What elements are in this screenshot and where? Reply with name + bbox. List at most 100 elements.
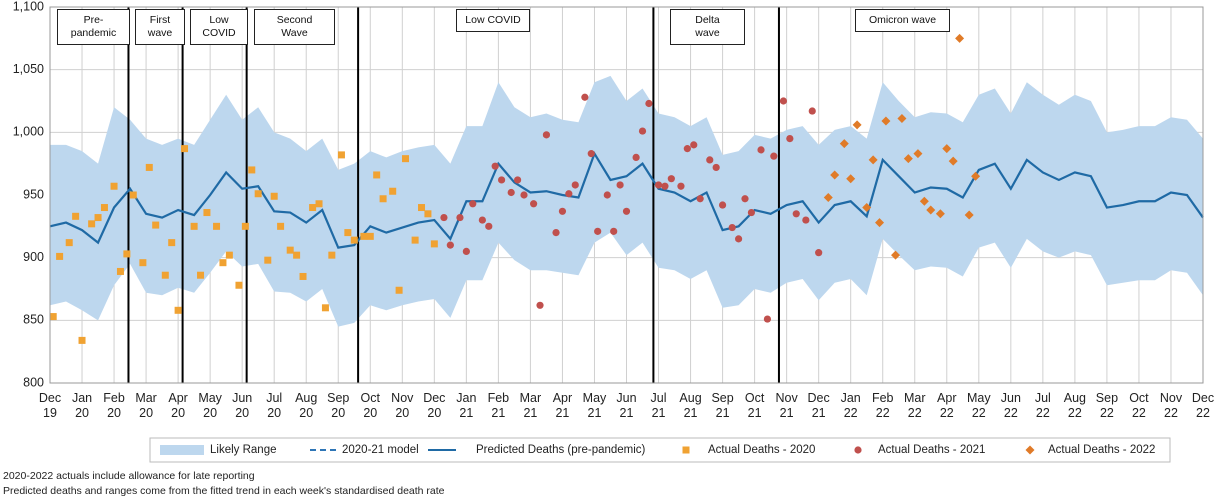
marker-circle bbox=[478, 216, 486, 224]
marker-circle bbox=[747, 208, 756, 217]
marker-diamond bbox=[971, 171, 981, 181]
x-tick-label: Sep 21 bbox=[711, 391, 734, 420]
marker-square bbox=[213, 222, 221, 230]
y-tick-label: 950 bbox=[23, 187, 44, 201]
marker-square bbox=[168, 239, 176, 247]
marker-circle bbox=[638, 127, 647, 135]
marker-circle bbox=[718, 201, 727, 209]
marker-square bbox=[190, 222, 198, 230]
x-tick-label: Nov 20 bbox=[391, 391, 414, 420]
marker-diamond bbox=[868, 155, 878, 165]
marker-square bbox=[309, 204, 317, 212]
marker-circle bbox=[683, 145, 691, 153]
x-tick-label: Sep 20 bbox=[327, 391, 350, 420]
marker-diamond bbox=[875, 218, 885, 228]
x-tick-label: Mar 20 bbox=[135, 391, 157, 420]
marker-square bbox=[328, 251, 336, 259]
marker-diamond bbox=[913, 149, 923, 159]
marker-circle bbox=[677, 182, 685, 190]
legend-label: Predicted Deaths (pre-pandemic) bbox=[476, 444, 646, 456]
marker-circle bbox=[696, 195, 704, 203]
marker-square bbox=[139, 259, 147, 267]
y-tick-label: 1,050 bbox=[13, 62, 44, 76]
footnote: 2020-2022 actuals include allowance for … bbox=[3, 470, 255, 482]
x-tick-label: Jan 20 bbox=[71, 391, 93, 420]
marker-diamond bbox=[1025, 445, 1035, 455]
marker-circle bbox=[654, 181, 663, 189]
x-tick-label: Apr 20 bbox=[168, 391, 188, 420]
marker-diamond bbox=[955, 33, 965, 43]
plot-border bbox=[49, 6, 1204, 384]
marker-square bbox=[78, 336, 86, 344]
marker-square bbox=[395, 286, 403, 294]
marker-square bbox=[293, 251, 301, 259]
marker-square bbox=[264, 256, 272, 264]
marker-square bbox=[145, 163, 153, 171]
x-tick-label: Oct 20 bbox=[360, 391, 380, 420]
marker-square bbox=[161, 271, 169, 279]
x-tick-label: May 20 bbox=[198, 391, 222, 420]
x-tick-label: Jan 21 bbox=[456, 391, 477, 420]
marker-circle bbox=[645, 99, 653, 108]
marker-circle bbox=[456, 213, 464, 222]
phase-label: Delta wave bbox=[670, 9, 745, 45]
marker-circle bbox=[581, 93, 589, 101]
marker-circle bbox=[792, 210, 800, 218]
marker-diamond bbox=[942, 144, 952, 154]
x-tick-label: Dec 20 bbox=[423, 391, 446, 420]
marker-square bbox=[197, 271, 205, 279]
predicted-line bbox=[49, 151, 1204, 249]
marker-square bbox=[424, 210, 432, 218]
marker-square bbox=[270, 192, 278, 200]
marker-circle bbox=[616, 181, 624, 189]
marker-square bbox=[366, 232, 374, 240]
legend bbox=[149, 437, 1171, 463]
phase-label: First wave bbox=[135, 9, 185, 45]
marker-square bbox=[123, 250, 131, 258]
marker-square bbox=[254, 190, 262, 198]
marker-circle bbox=[770, 152, 778, 160]
marker-circle bbox=[815, 249, 823, 257]
x-tick-label: Mar 21 bbox=[519, 391, 542, 420]
marker-square bbox=[277, 222, 285, 230]
marker-diamond bbox=[881, 116, 891, 126]
phase-label: Pre- pandemic bbox=[57, 9, 130, 45]
likely-range bbox=[50, 75, 1203, 327]
marker-circle bbox=[779, 97, 788, 105]
marker-diamond bbox=[891, 250, 901, 260]
marker-square bbox=[235, 281, 243, 289]
marker-circle bbox=[622, 207, 631, 215]
marker-diamond bbox=[903, 154, 913, 164]
phase-label: Low COVID bbox=[190, 9, 248, 45]
legend-label: 2020-21 model bbox=[342, 444, 419, 456]
marker-square bbox=[152, 221, 160, 229]
marker-diamond bbox=[830, 170, 840, 180]
x-tick-label: Jul 21 bbox=[650, 391, 667, 420]
y-tick-label: 850 bbox=[23, 313, 44, 327]
legend-label: Likely Range bbox=[210, 444, 276, 456]
marker-diamond bbox=[852, 120, 862, 130]
y-tick-label: 1,100 bbox=[13, 0, 44, 13]
marker-square bbox=[65, 239, 73, 247]
marker-circle bbox=[734, 235, 743, 243]
x-tick-label: Jun 20 bbox=[232, 391, 253, 420]
x-tick-label: Nov 22 bbox=[1159, 391, 1183, 420]
marker-circle bbox=[462, 247, 470, 255]
marker-square bbox=[373, 171, 381, 179]
marker-square bbox=[241, 222, 249, 230]
x-tick-label: Feb 22 bbox=[871, 391, 894, 420]
marker-circle bbox=[741, 195, 749, 203]
marker-circle bbox=[571, 181, 579, 189]
marker-diamond bbox=[846, 174, 856, 184]
marker-square bbox=[344, 229, 352, 237]
legend-label: Actual Deaths - 2022 bbox=[1048, 444, 1155, 456]
marker-diamond bbox=[935, 209, 945, 219]
marker-square bbox=[94, 214, 102, 222]
marker-square bbox=[72, 212, 80, 220]
x-tick-label: Nov 21 bbox=[775, 391, 798, 420]
marker-diamond bbox=[823, 193, 833, 203]
x-tick-label: May 21 bbox=[582, 391, 607, 420]
x-tick-label: Oct 21 bbox=[744, 391, 765, 420]
